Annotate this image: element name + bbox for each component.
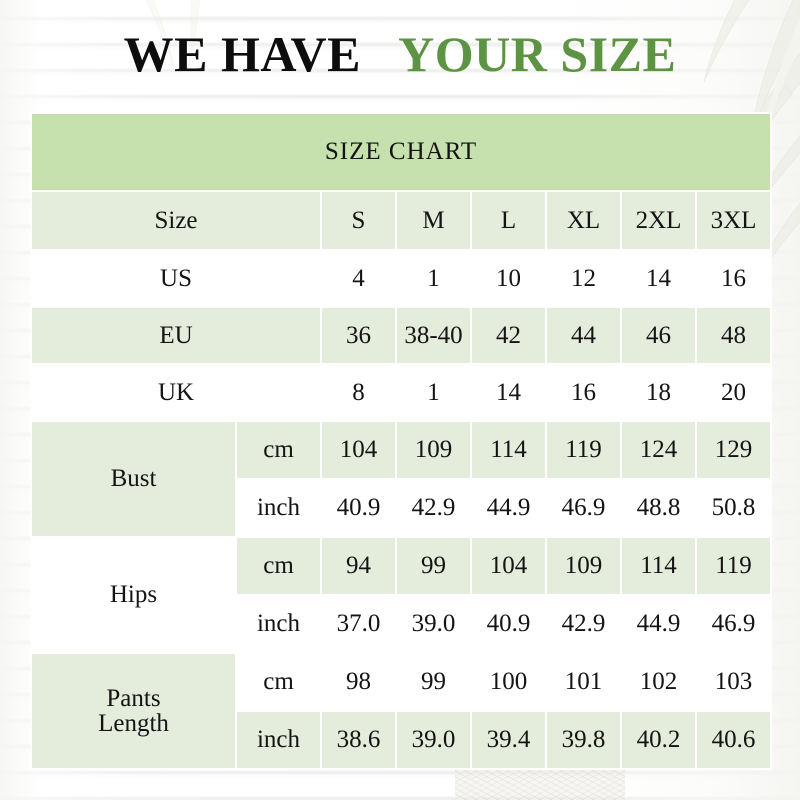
cell-hips-cm-s: 94	[320, 536, 397, 596]
cell-eu-l: 42	[470, 306, 547, 365]
unit-bust-inch: inch	[235, 478, 322, 538]
title-text-primary: WE HAVE	[123, 26, 362, 82]
cell-pants-length-cm-3xl: 103	[695, 652, 772, 712]
cell-eu-s: 36	[320, 306, 397, 365]
cell-bust-cm-m: 109	[395, 420, 472, 480]
row-label-eu: EU	[30, 306, 322, 365]
cell-hips-inch-l: 40.9	[470, 594, 547, 654]
table-row-hips-cm: Hips cm 94 99 104 109 114 119	[30, 536, 772, 654]
cell-pants-length-cm-m: 99	[395, 652, 472, 712]
row-label-hips: Hips	[30, 536, 237, 654]
cell-hips-cm-l: 104	[470, 536, 547, 596]
header-cell-size-s: S	[320, 190, 397, 251]
cell-eu-xl: 44	[545, 306, 622, 365]
cell-eu-m: 38-40	[395, 306, 472, 365]
cell-bust-inch-3xl: 50.8	[695, 478, 772, 538]
cell-pants-length-inch-2xl: 40.2	[620, 710, 697, 770]
cell-hips-inch-s: 37.0	[320, 594, 397, 654]
row-label-pants-length: Pants Length	[30, 652, 237, 770]
row-label-pants-length-line1: Pants	[106, 684, 161, 712]
cell-uk-2xl: 18	[620, 363, 697, 422]
unit-bust-cm: cm	[235, 420, 322, 480]
table-banner-row: SIZE CHART	[30, 112, 772, 192]
cell-pants-length-inch-s: 38.6	[320, 710, 397, 770]
cell-pants-length-cm-s: 98	[320, 652, 397, 712]
header-cell-size-m: M	[395, 190, 472, 251]
table-row-pants-length-inch: inch 38.6 39.0 39.4 39.8 40.2 40.6	[31, 710, 772, 770]
cell-eu-3xl: 48	[695, 306, 772, 365]
cell-pants-length-inch-xl: 39.8	[545, 710, 622, 770]
page-title: WE HAVE YOUR SIZE	[0, 26, 800, 82]
cell-pants-length-cm-l: 100	[470, 652, 547, 712]
cell-uk-3xl: 20	[695, 363, 772, 422]
cell-bust-cm-3xl: 129	[695, 420, 772, 480]
cell-us-l: 10	[470, 249, 547, 308]
cell-bust-inch-m: 42.9	[395, 478, 472, 538]
cell-uk-l: 14	[470, 363, 547, 422]
cell-hips-cm-m: 99	[395, 536, 472, 596]
cell-hips-inch-2xl: 44.9	[620, 594, 697, 654]
row-label-us: US	[30, 249, 322, 308]
unit-pants-length-inch: inch	[235, 710, 322, 770]
size-chart-table: SIZE CHART Size S M L XL 2XL 3XL US 4 1 …	[30, 112, 772, 770]
size-chart-banner: SIZE CHART	[30, 112, 772, 192]
header-cell-size-xl: XL	[545, 190, 622, 251]
header-cell-size: Size	[30, 190, 322, 251]
cell-us-s: 4	[320, 249, 397, 308]
cell-hips-cm-3xl: 119	[695, 536, 772, 596]
cell-hips-cm-2xl: 114	[620, 536, 697, 596]
row-label-bust: Bust	[30, 420, 237, 538]
cell-pants-length-inch-l: 39.4	[470, 710, 547, 770]
table-row-hips-inch: inch 37.0 39.0 40.9 42.9 44.9 46.9	[31, 594, 772, 654]
cell-uk-m: 1	[395, 363, 472, 422]
cell-uk-xl: 16	[545, 363, 622, 422]
cell-pants-length-cm-xl: 101	[545, 652, 622, 712]
cell-us-m: 1	[395, 249, 472, 308]
cell-hips-inch-m: 39.0	[395, 594, 472, 654]
cell-bust-cm-l: 114	[470, 420, 547, 480]
cell-pants-length-cm-2xl: 102	[620, 652, 697, 712]
title-space	[374, 26, 387, 82]
row-label-uk: UK	[30, 363, 322, 422]
cell-bust-inch-s: 40.9	[320, 478, 397, 538]
table-row-uk: UK 8 1 14 16 18 20	[30, 363, 772, 422]
cell-hips-inch-xl: 42.9	[545, 594, 622, 654]
header-cell-size-3xl: 3XL	[695, 190, 772, 251]
table-header-row: Size S M L XL 2XL 3XL	[30, 190, 772, 251]
unit-hips-cm: cm	[235, 536, 322, 596]
cell-pants-length-inch-m: 39.0	[395, 710, 472, 770]
title-text-highlight: YOUR SIZE	[398, 26, 677, 82]
header-cell-size-l: L	[470, 190, 547, 251]
cell-bust-inch-xl: 46.9	[545, 478, 622, 538]
cell-us-3xl: 16	[695, 249, 772, 308]
cell-bust-cm-xl: 119	[545, 420, 622, 480]
unit-pants-length-cm: cm	[235, 652, 322, 712]
table-row-bust-inch: inch 40.9 42.9 44.9 46.9 48.8 50.8	[31, 478, 772, 538]
table-row-eu: EU 36 38-40 42 44 46 48	[30, 306, 772, 365]
header-cell-size-2xl: 2XL	[620, 190, 697, 251]
cell-uk-s: 8	[320, 363, 397, 422]
row-label-pants-length-line2: Length	[98, 710, 169, 737]
unit-hips-inch: inch	[235, 594, 322, 654]
table-row-pants-length-cm: Pants Length cm 98 99 100 101 102 103	[30, 652, 772, 770]
cell-bust-cm-s: 104	[320, 420, 397, 480]
cell-eu-2xl: 46	[620, 306, 697, 365]
cell-us-xl: 12	[545, 249, 622, 308]
cell-bust-cm-2xl: 124	[620, 420, 697, 480]
cell-bust-inch-2xl: 48.8	[620, 478, 697, 538]
cell-bust-inch-l: 44.9	[470, 478, 547, 538]
cell-pants-length-inch-3xl: 40.6	[695, 710, 772, 770]
cell-hips-cm-xl: 109	[545, 536, 622, 596]
cell-us-2xl: 14	[620, 249, 697, 308]
cell-hips-inch-3xl: 46.9	[695, 594, 772, 654]
table-row-bust-cm: Bust cm 104 109 114 119 124 129	[30, 420, 772, 538]
table-row-us: US 4 1 10 12 14 16	[30, 249, 772, 308]
